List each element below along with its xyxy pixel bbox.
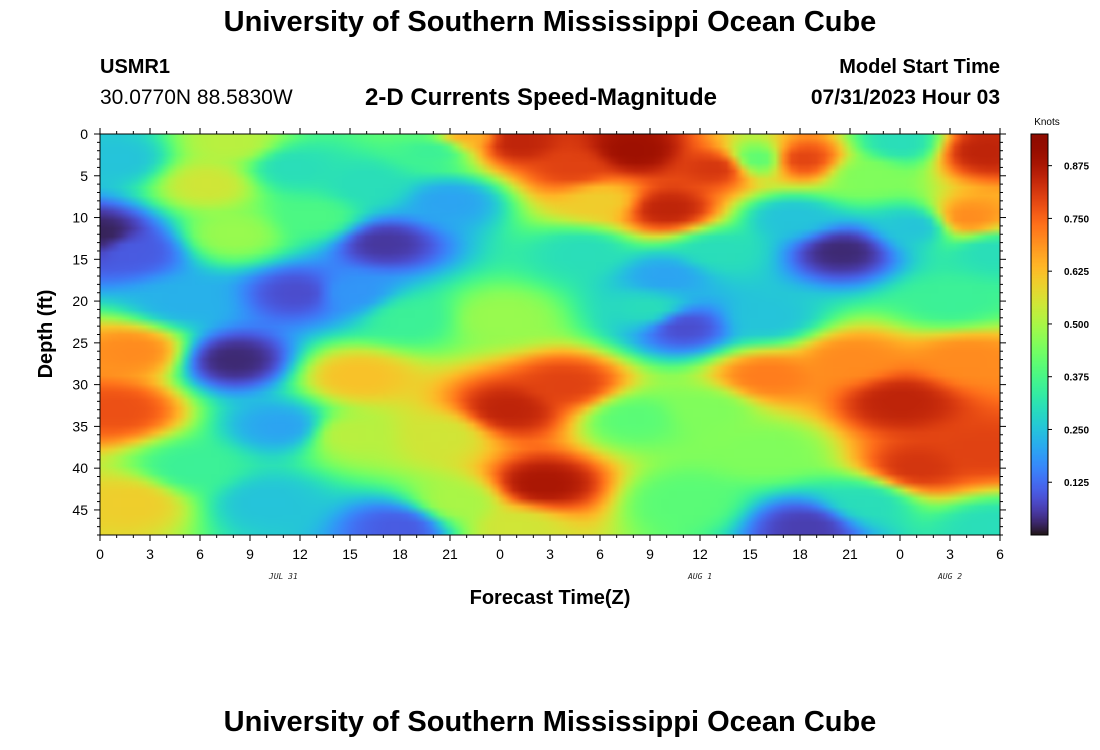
colorbar-tick-label: 0.875 [1064,162,1089,173]
x-tick-label: 6 [996,546,1004,562]
y-tick-label: 5 [80,168,88,184]
x-tick-label: 3 [146,546,154,562]
x-tick-label: 0 [496,546,504,562]
main-title: University of Southern Mississippi Ocean… [223,6,877,38]
station-coordinates: 30.0770N 88.5830W [100,86,293,109]
y-tick-label: 15 [72,251,88,267]
x-tick-label: 6 [196,546,204,562]
x-tick-label: 0 [896,546,904,562]
colorbar-tick-label: 0.625 [1064,267,1089,278]
date-label: AUG 2 [937,572,962,581]
date-labels: JUL 31 AUG 1 AUG 2 [268,572,962,581]
y-tick-label: 25 [72,335,88,351]
x-tick-label: 0 [96,546,104,562]
y-tick-label: 35 [72,418,88,434]
x-axis-title: Forecast Time(Z) [470,587,631,609]
colorbar-tick-label: 0.375 [1064,373,1089,384]
y-tick-label: 0 [80,126,88,142]
chart-title: 2-D Currents Speed-Magnitude [365,84,718,111]
x-tick-label: 3 [946,546,954,562]
heatmap-chart: 0 3 6 9 12 15 18 21 0 3 6 9 12 15 18 21 0 3 6 0 5 10 15 20 25 30… [35,117,1089,609]
colorbar-tick-label: 0.500 [1064,320,1089,331]
y-tick-label: 10 [72,210,88,226]
y-axis-title: Depth (ft) [35,290,57,379]
y-tick-label: 30 [72,377,88,393]
y-tick-label: 40 [72,460,88,476]
colorbar-tick-label: 0.125 [1064,478,1089,489]
x-tick-label: 21 [842,546,858,562]
colorbar-tick-label: 0.250 [1064,425,1089,436]
x-tick-label: 15 [342,546,358,562]
colorbar-tick-label: 0.750 [1064,214,1089,225]
x-tick-label: 9 [646,546,654,562]
x-axis: 0 3 6 9 12 15 18 21 0 3 6 9 12 15 18 21 0 3 6 [96,128,1004,562]
x-tick-label: 6 [596,546,604,562]
heatmap-field [100,134,1000,535]
date-label: AUG 1 [687,572,712,581]
station-id: USMR1 [100,56,171,78]
colorbar-ticks: 0.125 0.250 0.375 0.500 0.625 0.750 0.875 [1048,162,1089,489]
colorbar-unit: Knots [1034,117,1060,128]
x-tick-label: 21 [442,546,458,562]
model-start-time: 07/31/2023 Hour 03 [810,86,1000,109]
colorbar [1031,134,1048,535]
x-tick-label: 9 [246,546,254,562]
footer-title: University of Southern Mississippi Ocean… [223,706,877,738]
y-tick-label: 45 [72,502,88,518]
model-start-label: Model Start Time [839,56,1000,78]
colorbar-frame [1030,133,1049,536]
x-tick-label: 18 [392,546,408,562]
date-label: JUL 31 [268,572,298,581]
x-tick-label: 3 [546,546,554,562]
x-tick-label: 12 [292,546,308,562]
x-tick-label: 12 [692,546,708,562]
x-tick-label: 15 [742,546,758,562]
x-tick-label: 18 [792,546,808,562]
y-axis: 0 5 10 15 20 25 30 35 40 45 [72,126,1006,536]
y-tick-label: 20 [72,293,88,309]
